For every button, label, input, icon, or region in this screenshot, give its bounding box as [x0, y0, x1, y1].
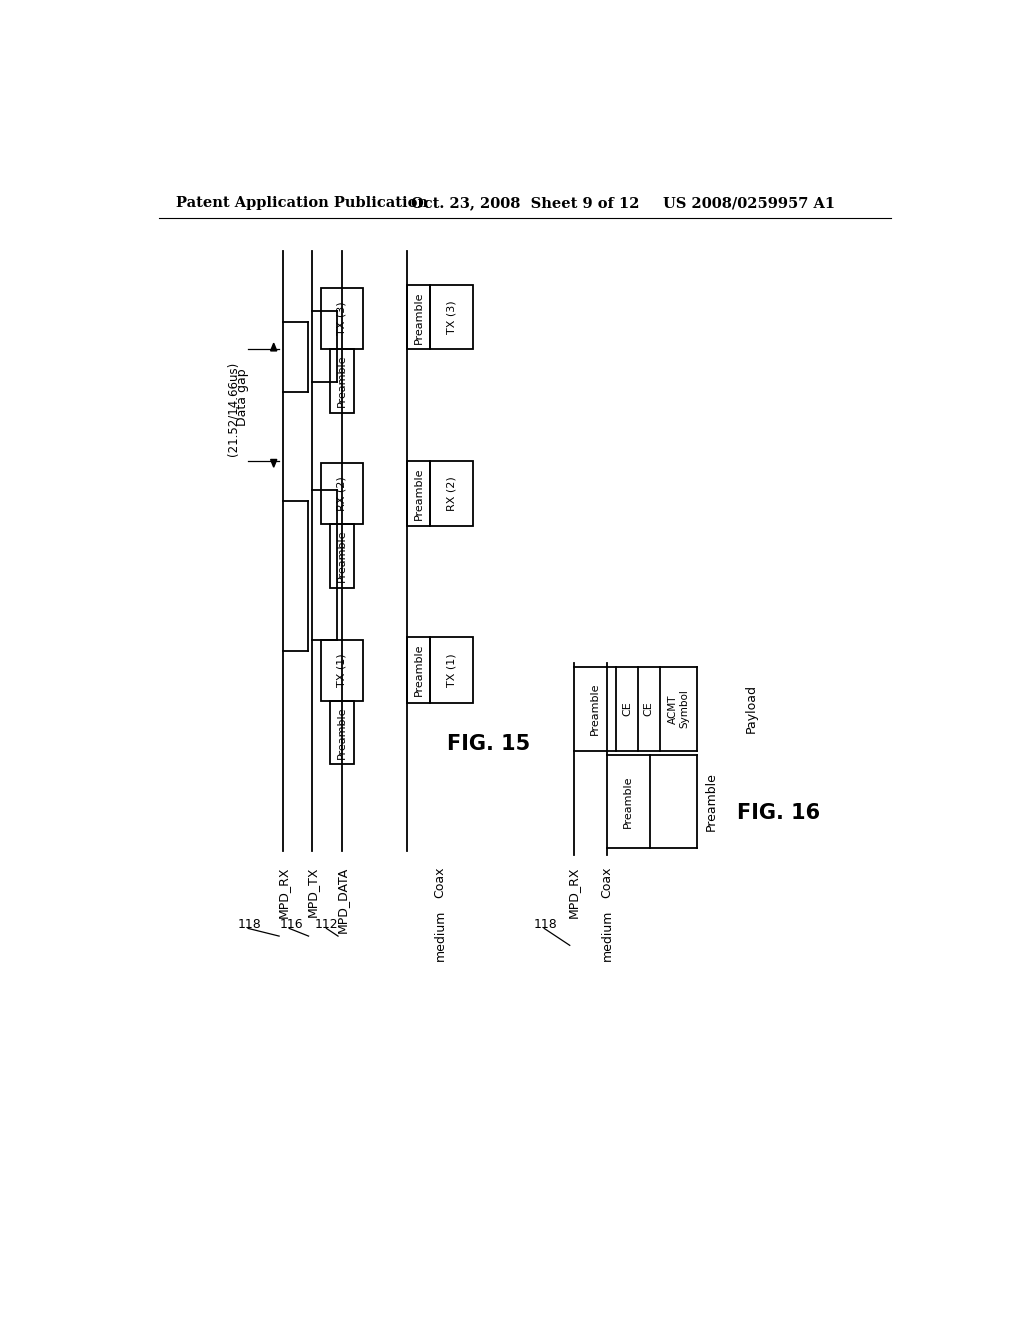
- Text: MPD_RX: MPD_RX: [567, 867, 581, 919]
- Bar: [430, 285, 473, 350]
- Text: Preamble: Preamble: [705, 772, 717, 830]
- Text: medium: medium: [600, 909, 613, 961]
- Text: 118: 118: [238, 917, 262, 931]
- Text: Preamble: Preamble: [414, 467, 424, 520]
- Bar: [407, 285, 430, 350]
- Text: medium: medium: [433, 909, 446, 961]
- Bar: [331, 701, 353, 764]
- Text: RX (2): RX (2): [446, 477, 457, 511]
- Text: MPD_RX: MPD_RX: [276, 867, 290, 919]
- Text: CE: CE: [623, 701, 632, 717]
- Text: 112: 112: [314, 917, 338, 931]
- Text: FIG. 16: FIG. 16: [737, 803, 820, 822]
- Polygon shape: [270, 459, 276, 467]
- Text: MPD_TX: MPD_TX: [306, 867, 318, 917]
- Bar: [430, 638, 473, 702]
- Text: US 2008/0259957 A1: US 2008/0259957 A1: [663, 197, 835, 210]
- Text: Preamble: Preamble: [590, 682, 600, 735]
- Bar: [331, 524, 353, 589]
- Text: Coax: Coax: [600, 867, 613, 899]
- Text: Payload: Payload: [744, 685, 758, 734]
- Text: Preamble: Preamble: [337, 529, 347, 582]
- Text: Oct. 23, 2008  Sheet 9 of 12: Oct. 23, 2008 Sheet 9 of 12: [411, 197, 639, 210]
- Text: Coax: Coax: [433, 867, 446, 899]
- Bar: [407, 461, 430, 527]
- Text: ACMT
Symbol: ACMT Symbol: [668, 689, 689, 729]
- Text: FIG. 15: FIG. 15: [446, 734, 530, 754]
- Bar: [321, 288, 364, 350]
- Bar: [331, 350, 353, 412]
- Bar: [321, 462, 364, 524]
- Text: RX (2): RX (2): [337, 477, 347, 511]
- Text: Preamble: Preamble: [337, 706, 347, 759]
- Text: Preamble: Preamble: [337, 355, 347, 407]
- Bar: [430, 461, 473, 527]
- Text: TX (1): TX (1): [446, 653, 457, 686]
- Text: CE: CE: [644, 701, 653, 717]
- Text: Data gap: Data gap: [237, 368, 249, 426]
- Text: Preamble: Preamble: [414, 292, 424, 343]
- Text: MPD_DATA: MPD_DATA: [336, 867, 348, 933]
- Text: (21.52/14.66us): (21.52/14.66us): [226, 362, 240, 457]
- Text: Preamble: Preamble: [624, 775, 633, 828]
- Text: Preamble: Preamble: [414, 644, 424, 697]
- Text: TX (3): TX (3): [337, 302, 347, 335]
- Polygon shape: [270, 343, 276, 351]
- Text: 116: 116: [280, 917, 303, 931]
- Bar: [321, 640, 364, 701]
- Bar: [407, 638, 430, 702]
- Text: Patent Application Publication: Patent Application Publication: [176, 197, 428, 210]
- Text: TX (1): TX (1): [337, 653, 347, 688]
- Text: TX (3): TX (3): [446, 301, 457, 334]
- Text: 118: 118: [534, 917, 557, 931]
